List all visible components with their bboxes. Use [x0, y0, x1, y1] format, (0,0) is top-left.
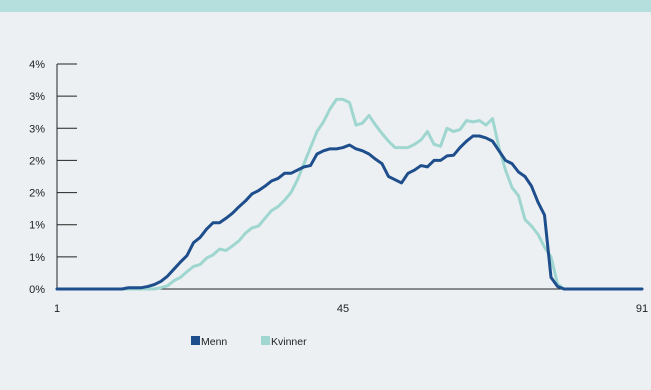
y-tick-label: 3% [29, 91, 45, 103]
x-tick-label: 1 [54, 303, 60, 315]
x-tick-label: 91 [636, 303, 648, 315]
x-tick-label: 45 [337, 303, 349, 315]
legend-label-menn: Menn [201, 336, 227, 348]
y-tick-label: 0% [29, 284, 45, 296]
series-line-kvinner [55, 97, 644, 291]
x-axis: 1 45 91 [54, 288, 648, 315]
plot-area [55, 97, 644, 291]
y-tick-label: 4% [29, 59, 45, 71]
series-line-menn [55, 134, 644, 291]
y-axis: 0% 1% 1% 2% 2% 3% 3% 4% [29, 59, 77, 296]
y-tick-label: 2% [29, 155, 45, 167]
y-tick-label: 1% [29, 252, 45, 264]
legend-swatch-kvinner [261, 336, 270, 345]
y-tick-label: 1% [29, 220, 45, 232]
legend: Menn Kvinner [191, 336, 307, 348]
legend-swatch-menn [191, 336, 200, 345]
header-band [0, 0, 651, 12]
legend-label-kvinner: Kvinner [271, 336, 307, 348]
y-tick-label: 3% [29, 123, 45, 135]
y-tick-label: 2% [29, 188, 45, 200]
